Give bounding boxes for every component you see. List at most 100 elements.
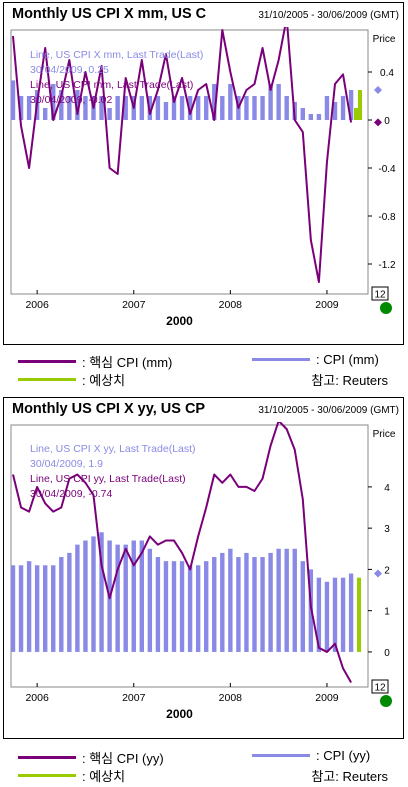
bar-cpi xyxy=(244,96,249,120)
period-badge-label: 12 xyxy=(374,683,386,694)
legend-item-cpi-yy: : CPI (yy) xyxy=(252,748,370,763)
bar-cpi xyxy=(10,565,16,652)
bar-cpi xyxy=(340,577,346,652)
date-range: 31/10/2005 - 30/06/2009 (GMT) xyxy=(258,405,399,416)
bar-cpi xyxy=(204,561,209,652)
bar-cpi xyxy=(18,565,24,652)
plot-frame xyxy=(10,424,369,688)
period-badge-label: 12 xyxy=(374,290,386,301)
bar-cpi xyxy=(187,96,193,120)
y-axis-title: Price xyxy=(373,34,396,45)
chart-yy: Price 4 3 2 1 0 Line, US CPI X yy, Last Trade(… xyxy=(10,422,396,721)
info-line: 30/04/2009, 1.9 xyxy=(30,458,103,470)
info-line: Line, US CPI X yy, Last Trade(Last) xyxy=(30,443,196,455)
bar-cpi xyxy=(18,96,24,120)
legend-swatch xyxy=(18,774,76,777)
bar-cpi xyxy=(123,544,128,652)
info-line: Line, US CPI yy, Last Trade(Last) xyxy=(30,473,186,485)
legend-swatch xyxy=(18,378,76,381)
bar-cpi xyxy=(67,552,72,652)
bar-cpi xyxy=(43,565,48,652)
legend-item-cpi-mm: : CPI (mm) xyxy=(252,352,379,367)
bar-cpi xyxy=(187,565,193,652)
bar-forecast xyxy=(357,577,361,652)
bar-cpi xyxy=(292,548,297,652)
legend-label: : 핵심 CPI (mm) xyxy=(82,355,173,370)
y-tick-label: 1 xyxy=(384,607,390,618)
legend-label: : 핵심 CPI (yy) xyxy=(82,751,164,766)
y-tick-label: -0.8 xyxy=(378,212,396,223)
bar-cpi xyxy=(340,96,346,120)
bar-cpi xyxy=(115,96,120,120)
bar-cpi xyxy=(252,557,257,652)
bar-cpi xyxy=(212,84,217,120)
x-tick-label: 2008 xyxy=(219,692,243,704)
bar-cpi xyxy=(67,96,72,120)
line-core-cpi xyxy=(12,422,352,683)
x-tick-label: 2008 xyxy=(219,299,243,311)
legend-label: : CPI (yy) xyxy=(316,748,371,763)
bar-cpi xyxy=(348,573,354,652)
bar-cpi xyxy=(99,96,104,120)
x-tick-label: 2007 xyxy=(122,299,146,311)
bar-cpi xyxy=(348,90,354,120)
bar-cpi xyxy=(220,96,225,120)
bar-cpi xyxy=(268,552,273,652)
bar-cpi xyxy=(99,532,104,652)
bar-cpi xyxy=(139,96,144,120)
bar-cpi xyxy=(204,96,209,120)
bar-cpi xyxy=(324,96,330,120)
bar-cpi xyxy=(155,557,161,652)
bar-cpi xyxy=(163,102,169,120)
bar-forecast xyxy=(358,90,362,120)
plot-frame xyxy=(10,29,369,295)
last-value-marker xyxy=(374,86,382,94)
legend-label: : 예상치 xyxy=(82,373,126,388)
bar-cpi xyxy=(163,561,169,652)
bar-cpi xyxy=(228,548,233,652)
chart-title: Monthly US CPI X yy, US CP xyxy=(12,401,206,417)
bar-cpi xyxy=(51,84,56,120)
bar-cpi xyxy=(51,565,56,652)
bar-cpi xyxy=(276,548,281,652)
y-tick-label: -1.2 xyxy=(378,260,396,271)
legend-label: : CPI (mm) xyxy=(316,352,379,367)
bar-cpi xyxy=(332,577,338,652)
bar-cpi xyxy=(308,114,314,120)
bar-cpi xyxy=(179,561,185,652)
legend-swatch xyxy=(252,358,310,361)
info-line: 30/04/2009, -0.02 xyxy=(30,94,112,106)
legend-item-core-cpi-yy: : 핵심 CPI (yy) xyxy=(18,748,164,767)
x-tick-label: 2009 xyxy=(315,692,339,704)
bar-cpi xyxy=(171,96,177,120)
bar-cpi xyxy=(115,544,120,652)
legend-mm: : 핵심 CPI (mm) : CPI (mm) : 예상치 참고: Reute… xyxy=(0,350,408,390)
bar-cpi xyxy=(332,102,338,120)
bar-cpi xyxy=(75,544,80,652)
bar-cpi xyxy=(316,114,322,120)
last-value-marker xyxy=(374,118,382,127)
bar-cpi xyxy=(91,536,96,652)
y-tick-label: 0 xyxy=(384,648,390,659)
bar-cpi xyxy=(252,96,257,120)
bar-cpi xyxy=(220,552,225,652)
info-line: 30/04/2009, 0.25 xyxy=(30,64,109,76)
date-range: 31/10/2005 - 30/06/2009 (GMT) xyxy=(258,10,399,21)
y-tick-label: -0.4 xyxy=(378,164,396,175)
line-core-cpi xyxy=(12,27,353,283)
period-badge xyxy=(371,679,389,694)
y-axis-title: Price xyxy=(373,429,396,440)
y-tick-label: 2 xyxy=(384,565,390,576)
source-label: 참고: Reuters xyxy=(311,373,388,388)
y-tick-label: 3 xyxy=(384,524,390,535)
bar-cpi xyxy=(179,96,185,120)
legend-swatch xyxy=(18,360,76,363)
bar-cpi xyxy=(324,581,330,652)
bar-cpi xyxy=(268,84,273,120)
bar-cpi xyxy=(107,108,112,120)
bar-cpi xyxy=(284,96,289,120)
bar-cpi xyxy=(59,90,64,120)
refresh-dot-icon xyxy=(380,695,392,707)
x-tick-label: 2006 xyxy=(25,692,49,704)
bar-cpi xyxy=(83,96,88,120)
